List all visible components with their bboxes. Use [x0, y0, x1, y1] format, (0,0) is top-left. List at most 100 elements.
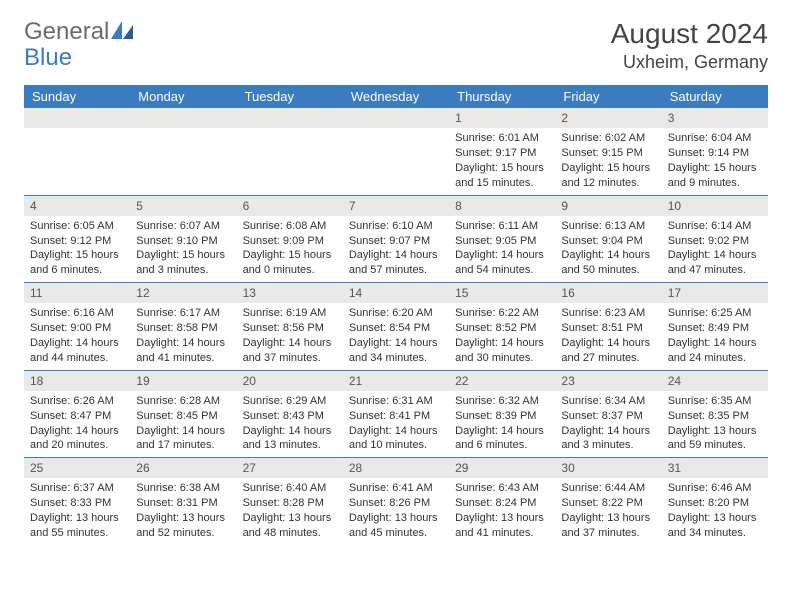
day-number: 28: [343, 458, 449, 478]
calendar-day-cell: 18Sunrise: 6:26 AMSunset: 8:47 PMDayligh…: [24, 370, 130, 458]
day-number: 4: [24, 196, 130, 216]
calendar-day-cell: 3Sunrise: 6:04 AMSunset: 9:14 PMDaylight…: [662, 108, 768, 195]
day-number: 29: [449, 458, 555, 478]
calendar-table: SundayMondayTuesdayWednesdayThursdayFrid…: [24, 85, 768, 545]
day-body: Sunrise: 6:07 AMSunset: 9:10 PMDaylight:…: [130, 216, 236, 282]
day-body: Sunrise: 6:29 AMSunset: 8:43 PMDaylight:…: [237, 391, 343, 457]
day-body: Sunrise: 6:01 AMSunset: 9:17 PMDaylight:…: [449, 128, 555, 194]
calendar-day-cell: 25Sunrise: 6:37 AMSunset: 8:33 PMDayligh…: [24, 458, 130, 545]
calendar-day-cell: 6Sunrise: 6:08 AMSunset: 9:09 PMDaylight…: [237, 195, 343, 283]
day-number: 31: [662, 458, 768, 478]
day-body: Sunrise: 6:46 AMSunset: 8:20 PMDaylight:…: [662, 478, 768, 544]
calendar-day-cell: 5Sunrise: 6:07 AMSunset: 9:10 PMDaylight…: [130, 195, 236, 283]
calendar-day-cell: 2Sunrise: 6:02 AMSunset: 9:15 PMDaylight…: [555, 108, 661, 195]
day-number: 15: [449, 283, 555, 303]
day-body: Sunrise: 6:02 AMSunset: 9:15 PMDaylight:…: [555, 128, 661, 194]
calendar-day-cell: 15Sunrise: 6:22 AMSunset: 8:52 PMDayligh…: [449, 283, 555, 371]
page-subtitle: Uxheim, Germany: [611, 52, 768, 73]
day-number: 26: [130, 458, 236, 478]
day-number: 21: [343, 371, 449, 391]
day-body: Sunrise: 6:10 AMSunset: 9:07 PMDaylight:…: [343, 216, 449, 282]
day-number: 3: [662, 108, 768, 128]
weekday-header: Sunday: [24, 85, 130, 108]
calendar-day-cell: 19Sunrise: 6:28 AMSunset: 8:45 PMDayligh…: [130, 370, 236, 458]
calendar-week-row: 1Sunrise: 6:01 AMSunset: 9:17 PMDaylight…: [24, 108, 768, 195]
calendar-week-row: 18Sunrise: 6:26 AMSunset: 8:47 PMDayligh…: [24, 370, 768, 458]
calendar-day-cell: [237, 108, 343, 195]
calendar-week-row: 11Sunrise: 6:16 AMSunset: 9:00 PMDayligh…: [24, 283, 768, 371]
calendar-day-cell: 27Sunrise: 6:40 AMSunset: 8:28 PMDayligh…: [237, 458, 343, 545]
calendar-day-cell: 1Sunrise: 6:01 AMSunset: 9:17 PMDaylight…: [449, 108, 555, 195]
title-block: August 2024 Uxheim, Germany: [611, 18, 768, 73]
day-number: 22: [449, 371, 555, 391]
weekday-header: Wednesday: [343, 85, 449, 108]
day-body: Sunrise: 6:11 AMSunset: 9:05 PMDaylight:…: [449, 216, 555, 282]
day-number: 10: [662, 196, 768, 216]
day-body: Sunrise: 6:44 AMSunset: 8:22 PMDaylight:…: [555, 478, 661, 544]
calendar-day-cell: 11Sunrise: 6:16 AMSunset: 9:00 PMDayligh…: [24, 283, 130, 371]
calendar-day-cell: 8Sunrise: 6:11 AMSunset: 9:05 PMDaylight…: [449, 195, 555, 283]
day-number: 24: [662, 371, 768, 391]
page-header: General August 2024 Uxheim, Germany: [24, 18, 768, 73]
day-number: 5: [130, 196, 236, 216]
calendar-day-cell: 29Sunrise: 6:43 AMSunset: 8:24 PMDayligh…: [449, 458, 555, 545]
day-number: 30: [555, 458, 661, 478]
day-number: 13: [237, 283, 343, 303]
day-number-empty: [24, 108, 130, 128]
day-number: 27: [237, 458, 343, 478]
day-number-empty: [130, 108, 236, 128]
day-body: Sunrise: 6:17 AMSunset: 8:58 PMDaylight:…: [130, 303, 236, 369]
calendar-day-cell: [343, 108, 449, 195]
day-body: Sunrise: 6:35 AMSunset: 8:35 PMDaylight:…: [662, 391, 768, 457]
calendar-day-cell: 16Sunrise: 6:23 AMSunset: 8:51 PMDayligh…: [555, 283, 661, 371]
calendar-day-cell: 13Sunrise: 6:19 AMSunset: 8:56 PMDayligh…: [237, 283, 343, 371]
calendar-day-cell: 14Sunrise: 6:20 AMSunset: 8:54 PMDayligh…: [343, 283, 449, 371]
calendar-day-cell: 28Sunrise: 6:41 AMSunset: 8:26 PMDayligh…: [343, 458, 449, 545]
logo-text-blue: Blue: [24, 44, 72, 72]
calendar-day-cell: 4Sunrise: 6:05 AMSunset: 9:12 PMDaylight…: [24, 195, 130, 283]
day-number: 7: [343, 196, 449, 216]
calendar-day-cell: 7Sunrise: 6:10 AMSunset: 9:07 PMDaylight…: [343, 195, 449, 283]
day-number: 1: [449, 108, 555, 128]
weekday-header: Saturday: [662, 85, 768, 108]
calendar-day-cell: 30Sunrise: 6:44 AMSunset: 8:22 PMDayligh…: [555, 458, 661, 545]
day-number: 12: [130, 283, 236, 303]
day-number: 8: [449, 196, 555, 216]
day-body: Sunrise: 6:34 AMSunset: 8:37 PMDaylight:…: [555, 391, 661, 457]
day-body: Sunrise: 6:25 AMSunset: 8:49 PMDaylight:…: [662, 303, 768, 369]
calendar-day-cell: 31Sunrise: 6:46 AMSunset: 8:20 PMDayligh…: [662, 458, 768, 545]
day-number: 20: [237, 371, 343, 391]
day-body: Sunrise: 6:16 AMSunset: 9:00 PMDaylight:…: [24, 303, 130, 369]
weekday-header: Thursday: [449, 85, 555, 108]
day-body: Sunrise: 6:20 AMSunset: 8:54 PMDaylight:…: [343, 303, 449, 369]
day-number: 19: [130, 371, 236, 391]
day-body: Sunrise: 6:32 AMSunset: 8:39 PMDaylight:…: [449, 391, 555, 457]
calendar-day-cell: 26Sunrise: 6:38 AMSunset: 8:31 PMDayligh…: [130, 458, 236, 545]
calendar-day-cell: 9Sunrise: 6:13 AMSunset: 9:04 PMDaylight…: [555, 195, 661, 283]
day-number-empty: [343, 108, 449, 128]
day-body: Sunrise: 6:43 AMSunset: 8:24 PMDaylight:…: [449, 478, 555, 544]
weekday-header-row: SundayMondayTuesdayWednesdayThursdayFrid…: [24, 85, 768, 108]
calendar-week-row: 25Sunrise: 6:37 AMSunset: 8:33 PMDayligh…: [24, 458, 768, 545]
calendar-day-cell: 12Sunrise: 6:17 AMSunset: 8:58 PMDayligh…: [130, 283, 236, 371]
calendar-day-cell: 17Sunrise: 6:25 AMSunset: 8:49 PMDayligh…: [662, 283, 768, 371]
day-body: Sunrise: 6:23 AMSunset: 8:51 PMDaylight:…: [555, 303, 661, 369]
calendar-day-cell: 24Sunrise: 6:35 AMSunset: 8:35 PMDayligh…: [662, 370, 768, 458]
day-body: Sunrise: 6:26 AMSunset: 8:47 PMDaylight:…: [24, 391, 130, 457]
calendar-day-cell: 21Sunrise: 6:31 AMSunset: 8:41 PMDayligh…: [343, 370, 449, 458]
weekday-header: Friday: [555, 85, 661, 108]
weekday-header: Monday: [130, 85, 236, 108]
day-body: Sunrise: 6:14 AMSunset: 9:02 PMDaylight:…: [662, 216, 768, 282]
calendar-day-cell: [24, 108, 130, 195]
calendar-day-cell: 10Sunrise: 6:14 AMSunset: 9:02 PMDayligh…: [662, 195, 768, 283]
page-title: August 2024: [611, 18, 768, 50]
day-number: 2: [555, 108, 661, 128]
day-body: Sunrise: 6:08 AMSunset: 9:09 PMDaylight:…: [237, 216, 343, 282]
calendar-day-cell: 22Sunrise: 6:32 AMSunset: 8:39 PMDayligh…: [449, 370, 555, 458]
calendar-day-cell: [130, 108, 236, 195]
day-number: 14: [343, 283, 449, 303]
day-body: Sunrise: 6:38 AMSunset: 8:31 PMDaylight:…: [130, 478, 236, 544]
day-number: 23: [555, 371, 661, 391]
day-number: 6: [237, 196, 343, 216]
logo-line2: Blue: [24, 44, 72, 72]
